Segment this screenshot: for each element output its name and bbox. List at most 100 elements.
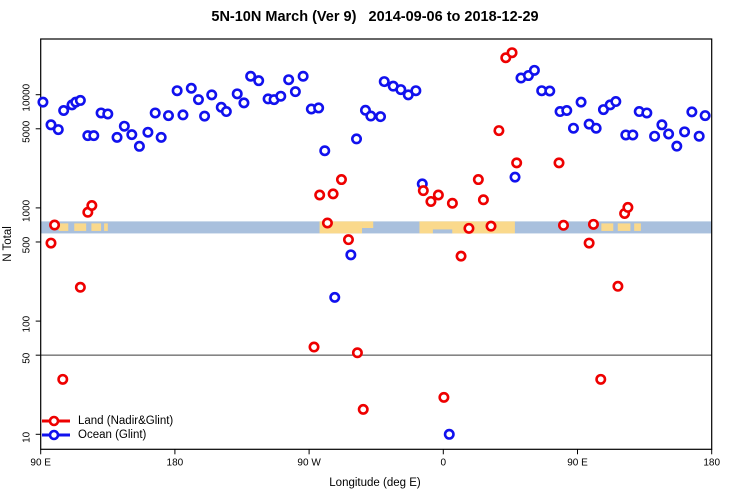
ocean-point xyxy=(365,110,377,122)
land-point xyxy=(485,220,497,232)
ocean-point xyxy=(575,96,587,108)
ocean-point xyxy=(649,130,661,142)
land-point xyxy=(557,219,569,231)
ocean-point xyxy=(88,130,100,142)
x-tick-label: 90 E xyxy=(567,457,588,468)
land-point xyxy=(49,219,61,231)
legend-label-ocean: Ocean (Glint) xyxy=(78,429,147,441)
y-tick-label: 1000 xyxy=(22,199,33,222)
land-point xyxy=(314,189,326,201)
ocean-point xyxy=(45,119,57,131)
land-point xyxy=(417,185,429,197)
map-strip-land xyxy=(362,221,374,229)
map-strip-land-fleck xyxy=(634,223,641,231)
ocean-point xyxy=(319,145,331,157)
map-strip-land-fleck xyxy=(74,223,87,231)
x-axis-title: Longitude (deg E) xyxy=(329,477,421,489)
land-point xyxy=(357,403,369,415)
x-tick-label: 90 E xyxy=(30,457,51,468)
ocean-point xyxy=(192,94,204,106)
land-point xyxy=(432,189,444,201)
ocean-point xyxy=(133,140,145,152)
land-point xyxy=(327,188,339,200)
ocean-point xyxy=(699,110,711,122)
ocean-point xyxy=(627,129,639,141)
ocean-point xyxy=(74,94,86,106)
ocean-point xyxy=(238,97,250,109)
land-point xyxy=(587,218,599,230)
land-point xyxy=(321,217,333,229)
ocean-point xyxy=(171,85,183,97)
land-point xyxy=(506,47,518,59)
ocean-point xyxy=(686,106,698,118)
land-point xyxy=(351,347,363,359)
y-tick-label: 500 xyxy=(22,236,33,253)
ocean-point xyxy=(177,109,189,121)
ocean-point xyxy=(329,291,341,303)
ocean-point xyxy=(590,122,602,134)
land-point xyxy=(45,237,57,249)
ocean-point xyxy=(126,129,138,141)
y-tick-label: 5000 xyxy=(22,120,33,143)
legend-label-land: Land (Nadir&Glint) xyxy=(78,415,174,427)
ocean-point xyxy=(410,85,422,97)
legend: Land (Nadir&Glint) Ocean (Glint) xyxy=(41,414,173,442)
chart-title: 5N-10N March (Ver 9) 2014-09-06 to 2018-… xyxy=(211,9,539,25)
land-point xyxy=(472,174,484,186)
map-strip-land-fleck xyxy=(601,223,614,231)
map-strip-ocean xyxy=(40,221,712,234)
land-point xyxy=(342,234,354,246)
ocean-point xyxy=(544,85,556,97)
ocean-point xyxy=(289,86,301,98)
ocean-point xyxy=(378,76,390,88)
y-tick-label: 50 xyxy=(22,352,33,364)
ocean-point xyxy=(656,119,668,131)
ocean-point xyxy=(297,70,309,82)
legend-item-land: Land (Nadir&Glint) xyxy=(41,414,173,428)
map-strip-land-fleck xyxy=(91,223,102,231)
ocean-point xyxy=(443,428,455,440)
ocean-marker-icon xyxy=(42,429,70,441)
ocean-point xyxy=(52,124,64,136)
ocean-point xyxy=(142,126,154,138)
land-point xyxy=(583,237,595,249)
ocean-point xyxy=(283,74,295,86)
ocean-point xyxy=(275,90,287,102)
land-point xyxy=(86,200,98,212)
ocean-point xyxy=(610,96,622,108)
ocean-point xyxy=(231,88,243,100)
land-point xyxy=(425,195,437,207)
ocean-point xyxy=(37,96,49,108)
land-point xyxy=(335,174,347,186)
ocean-point xyxy=(206,89,218,101)
ocean-point xyxy=(58,105,70,117)
ocean-point xyxy=(693,130,705,142)
x-tick-label: 0 xyxy=(441,457,447,468)
land-point xyxy=(463,222,475,234)
ocean-point xyxy=(679,126,691,138)
ocean-point xyxy=(111,131,123,143)
land-point xyxy=(57,373,69,385)
ocean-point xyxy=(199,110,211,122)
y-tick-label: 10000 xyxy=(22,83,33,111)
land-point xyxy=(511,157,523,169)
land-point xyxy=(493,125,505,137)
map-strip-ocean-notch xyxy=(432,229,453,234)
ocean-point xyxy=(509,171,521,183)
land-point xyxy=(438,391,450,403)
land-point xyxy=(74,281,86,293)
ocean-point xyxy=(567,122,579,134)
ocean-point xyxy=(220,106,232,118)
ocean-point xyxy=(641,107,653,119)
ocean-point xyxy=(663,128,675,140)
map-strip-land-fleck xyxy=(58,223,69,231)
land-marker-icon xyxy=(42,415,70,427)
ocean-point xyxy=(395,84,407,96)
ocean-point xyxy=(245,70,257,82)
land-point xyxy=(595,373,607,385)
ocean-point xyxy=(118,120,130,132)
ocean-point xyxy=(528,64,540,76)
ocean-point xyxy=(253,75,265,87)
